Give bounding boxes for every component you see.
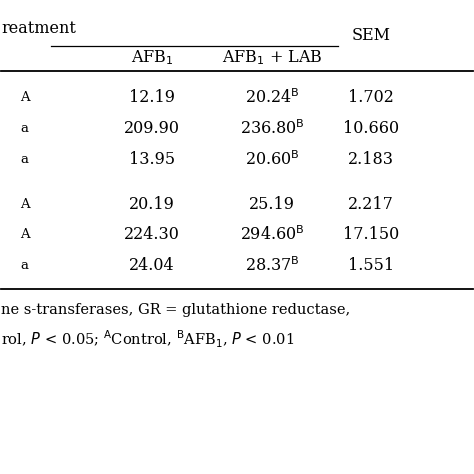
Text: 294.60$^{\mathrm{B}}$: 294.60$^{\mathrm{B}}$ bbox=[240, 225, 305, 244]
Text: rol, $\it{P}$ < 0.05; $^{\mathrm{A}}$Control, $^{\mathrm{B}}$AFB$_1$, $\it{P}$ <: rol, $\it{P}$ < 0.05; $^{\mathrm{A}}$Con… bbox=[1, 329, 294, 350]
Text: ne s-transferases, GR = glutathione reductase,: ne s-transferases, GR = glutathione redu… bbox=[1, 303, 351, 317]
Text: 224.30: 224.30 bbox=[124, 226, 180, 243]
Text: A: A bbox=[20, 91, 30, 104]
Text: 20.24$^{\mathrm{B}}$: 20.24$^{\mathrm{B}}$ bbox=[245, 89, 300, 107]
Text: 28.37$^{\mathrm{B}}$: 28.37$^{\mathrm{B}}$ bbox=[245, 256, 300, 274]
Text: 20.19: 20.19 bbox=[129, 195, 175, 212]
Text: SEM: SEM bbox=[352, 27, 391, 44]
Text: A: A bbox=[20, 198, 30, 210]
Text: 236.80$^{\mathrm{B}}$: 236.80$^{\mathrm{B}}$ bbox=[240, 119, 304, 138]
Text: 2.183: 2.183 bbox=[348, 151, 394, 168]
Text: a: a bbox=[20, 259, 28, 272]
Text: 12.19: 12.19 bbox=[129, 90, 175, 107]
Text: AFB$_1$ + LAB: AFB$_1$ + LAB bbox=[222, 48, 323, 67]
Text: 209.90: 209.90 bbox=[124, 120, 180, 137]
Text: 1.551: 1.551 bbox=[348, 257, 394, 274]
Text: a: a bbox=[20, 122, 28, 135]
Text: A: A bbox=[20, 228, 30, 241]
Text: 1.702: 1.702 bbox=[348, 90, 394, 107]
Text: 10.660: 10.660 bbox=[343, 120, 400, 137]
Text: 2.217: 2.217 bbox=[348, 195, 394, 212]
Text: 25.19: 25.19 bbox=[249, 195, 295, 212]
Text: 17.150: 17.150 bbox=[343, 226, 400, 243]
Text: AFB$_1$: AFB$_1$ bbox=[131, 48, 173, 67]
Text: 24.04: 24.04 bbox=[129, 257, 175, 274]
Text: 13.95: 13.95 bbox=[129, 151, 175, 168]
Text: 20.60$^{\mathrm{B}}$: 20.60$^{\mathrm{B}}$ bbox=[245, 150, 300, 169]
Text: reatment: reatment bbox=[1, 20, 76, 37]
Text: a: a bbox=[20, 153, 28, 166]
